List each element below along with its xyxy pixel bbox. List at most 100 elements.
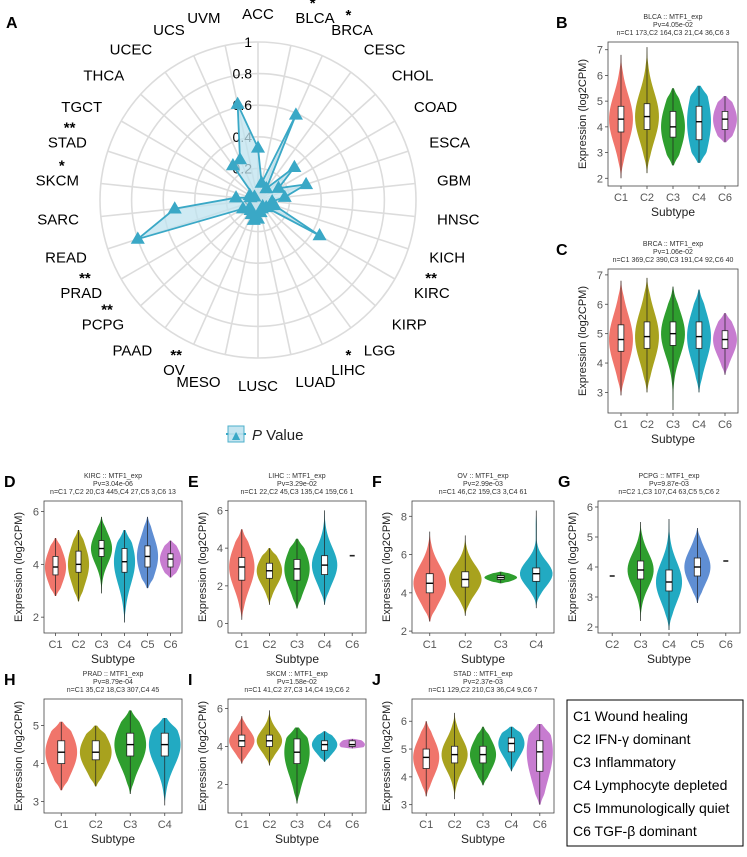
- violin-title-line: BLCA :: MTF1_exp: [643, 14, 702, 21]
- radar-category-label: OV: [163, 362, 185, 379]
- x-tick-label: C4: [529, 639, 543, 651]
- x-axis-label: Subtype: [461, 832, 505, 846]
- violin-title-line: Pv=3.29e-02: [277, 481, 317, 488]
- x-tick-label: C5: [690, 639, 704, 651]
- x-tick-label: C6: [719, 639, 733, 651]
- subtype-legend-item: C3 Inflammatory: [573, 754, 676, 770]
- radar-category-label: SARC: [37, 211, 79, 228]
- x-tick-label: C4: [117, 639, 131, 651]
- panel-letter-c: C: [556, 242, 568, 259]
- violin-title-line: LIHC :: MTF1_exp: [268, 473, 325, 480]
- radar-point: [228, 190, 244, 203]
- x-tick-label: C6: [533, 819, 547, 831]
- radar-category-label: HNSC: [437, 211, 480, 228]
- y-tick-label: 5: [401, 744, 407, 756]
- y-axis-label: Expression (log2CPM): [197, 701, 209, 811]
- legend-fill-swatch: [227, 425, 245, 443]
- y-axis-label: Expression (log2CPM): [577, 59, 589, 169]
- x-tick-label: C1: [419, 819, 433, 831]
- panel-letter-g: G: [558, 474, 570, 491]
- x-tick-label: C4: [692, 419, 706, 431]
- radar-chart: 00.20.40.60.81ACCBLCA*BRCA*CESCCHOLCOADE…: [36, 0, 480, 395]
- subtype-legend-item: C5 Immunologically quiet: [573, 800, 730, 816]
- y-axis-label: Expression (log2CPM): [381, 512, 393, 622]
- y-tick-label: 4: [597, 122, 603, 134]
- y-tick-label: 5: [587, 532, 593, 544]
- radar-spoke: [257, 199, 352, 329]
- y-axis-label: Expression (log2CPM): [13, 701, 25, 811]
- x-tick-label: C3: [123, 819, 137, 831]
- radar-spoke: [107, 150, 259, 201]
- radar-point: [267, 197, 282, 211]
- radar-category-label: KIRP: [392, 316, 427, 333]
- panel-letter-b: B: [556, 15, 568, 32]
- x-tick-label: C3: [634, 639, 648, 651]
- y-tick-label: 0: [217, 619, 223, 631]
- y-tick-label: 6: [401, 550, 407, 562]
- radar-category-label: LUSC: [238, 378, 278, 395]
- radar-point: [271, 180, 286, 193]
- radar-category-label: PCPG: [82, 316, 125, 333]
- x-tick-label: C4: [158, 819, 172, 831]
- x-tick-label: C1: [423, 639, 437, 651]
- violin-box: [238, 557, 246, 581]
- y-tick-label: 2: [217, 780, 223, 792]
- radar-category-label: UVM: [187, 10, 220, 27]
- y-tick-label: 4: [33, 759, 39, 771]
- radar-legend: ▲ P Value: [226, 425, 303, 444]
- x-tick-label: C2: [262, 819, 276, 831]
- violin-title-line: SKCM :: MTF1_exp: [266, 671, 328, 678]
- radar-spoke: [224, 199, 259, 355]
- y-tick-label: 3: [587, 592, 593, 604]
- x-tick-label: C5: [140, 639, 154, 651]
- x-axis-label: Subtype: [91, 652, 135, 666]
- radar-spoke: [257, 199, 409, 250]
- radar-point: [250, 140, 266, 153]
- radar-significance: **: [79, 270, 91, 287]
- violin-box: [695, 105, 703, 141]
- radar-category-label: PAAD: [112, 342, 152, 359]
- subtype-legend-frame: [566, 699, 744, 847]
- y-tick-label: 6: [587, 502, 593, 514]
- radar-significance: *: [345, 347, 351, 364]
- violin-box: [507, 737, 515, 753]
- y-tick-label: 4: [217, 543, 223, 555]
- y-axis-label: Expression (log2CPM): [567, 512, 579, 622]
- x-tick-label: C6: [345, 819, 359, 831]
- violin-title-line: PCPG :: MTF1_exp: [638, 473, 699, 480]
- radar-point: [235, 201, 250, 214]
- violin-title-line: n=C1 173,C2 164,C3 21,C4 36,C6 3: [616, 30, 729, 37]
- y-tick-label: 6: [33, 507, 39, 519]
- violin-title-line: n=C1 369,C2 390,C3 191,C4 92,C6 40: [613, 257, 734, 264]
- y-tick-label: 8: [401, 511, 407, 523]
- violin-box: [536, 740, 544, 772]
- violin-title-line: Pv=2.37e-03: [463, 679, 503, 686]
- x-tick-label: C1: [54, 819, 68, 831]
- panel-letter-e: E: [188, 474, 199, 491]
- panel-letter-a: A: [6, 15, 18, 32]
- violin-title-line: n=C2 1,C3 107,C4 63,C5 5,C6 2: [618, 489, 719, 496]
- radar-tick-label: 1: [244, 34, 252, 50]
- violin-title-line: Pv=1.58e-02: [277, 679, 317, 686]
- violin-box: [695, 321, 703, 349]
- violin-title-line: n=C1 129,C2 210,C3 36,C4 9,C6 7: [428, 687, 537, 694]
- panel-letters: A B C D E F G H I J: [4, 15, 570, 689]
- y-tick-label: 4: [597, 358, 603, 370]
- y-tick-label: 3: [401, 800, 407, 812]
- x-tick-label: C2: [448, 819, 462, 831]
- y-tick-label: 6: [401, 716, 407, 728]
- radar-point: [225, 157, 240, 171]
- radar-spoke: [257, 71, 352, 201]
- violin-title-line: n=C1 35,C2 18,C3 307,C4 45: [67, 687, 160, 694]
- violin-box: [91, 740, 100, 761]
- violin-box: [665, 569, 673, 592]
- x-tick-label: C4: [662, 639, 676, 651]
- radar-category-label: SKCM: [36, 173, 79, 190]
- x-axis-label: Subtype: [651, 432, 695, 446]
- radar-spoke: [100, 182, 259, 201]
- panel-letter-h: H: [4, 672, 16, 689]
